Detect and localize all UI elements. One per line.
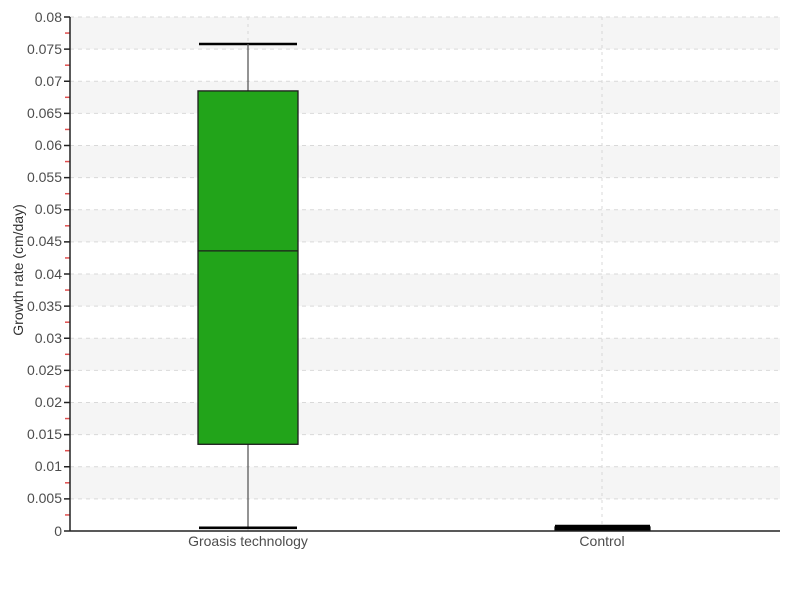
svg-text:0.005: 0.005 bbox=[27, 490, 62, 506]
svg-text:Groasis technology: Groasis technology bbox=[188, 533, 308, 549]
svg-text:0.015: 0.015 bbox=[27, 426, 62, 442]
svg-text:0.075: 0.075 bbox=[27, 41, 62, 57]
svg-text:Control: Control bbox=[579, 533, 624, 549]
svg-text:0.055: 0.055 bbox=[27, 169, 62, 185]
svg-text:0.08: 0.08 bbox=[35, 9, 62, 25]
svg-text:0.05: 0.05 bbox=[35, 201, 62, 217]
svg-text:0.01: 0.01 bbox=[35, 458, 62, 474]
svg-text:0.03: 0.03 bbox=[35, 330, 62, 346]
svg-text:0.065: 0.065 bbox=[27, 105, 62, 121]
svg-text:0.04: 0.04 bbox=[35, 266, 62, 282]
svg-text:0.07: 0.07 bbox=[35, 73, 62, 89]
svg-text:0.06: 0.06 bbox=[35, 137, 62, 153]
svg-text:0.045: 0.045 bbox=[27, 233, 62, 249]
svg-text:0: 0 bbox=[54, 523, 62, 539]
svg-text:0.025: 0.025 bbox=[27, 362, 62, 378]
svg-text:Growth rate (cm/day): Growth rate (cm/day) bbox=[10, 204, 26, 335]
svg-text:0.035: 0.035 bbox=[27, 298, 62, 314]
svg-text:0.02: 0.02 bbox=[35, 394, 62, 410]
